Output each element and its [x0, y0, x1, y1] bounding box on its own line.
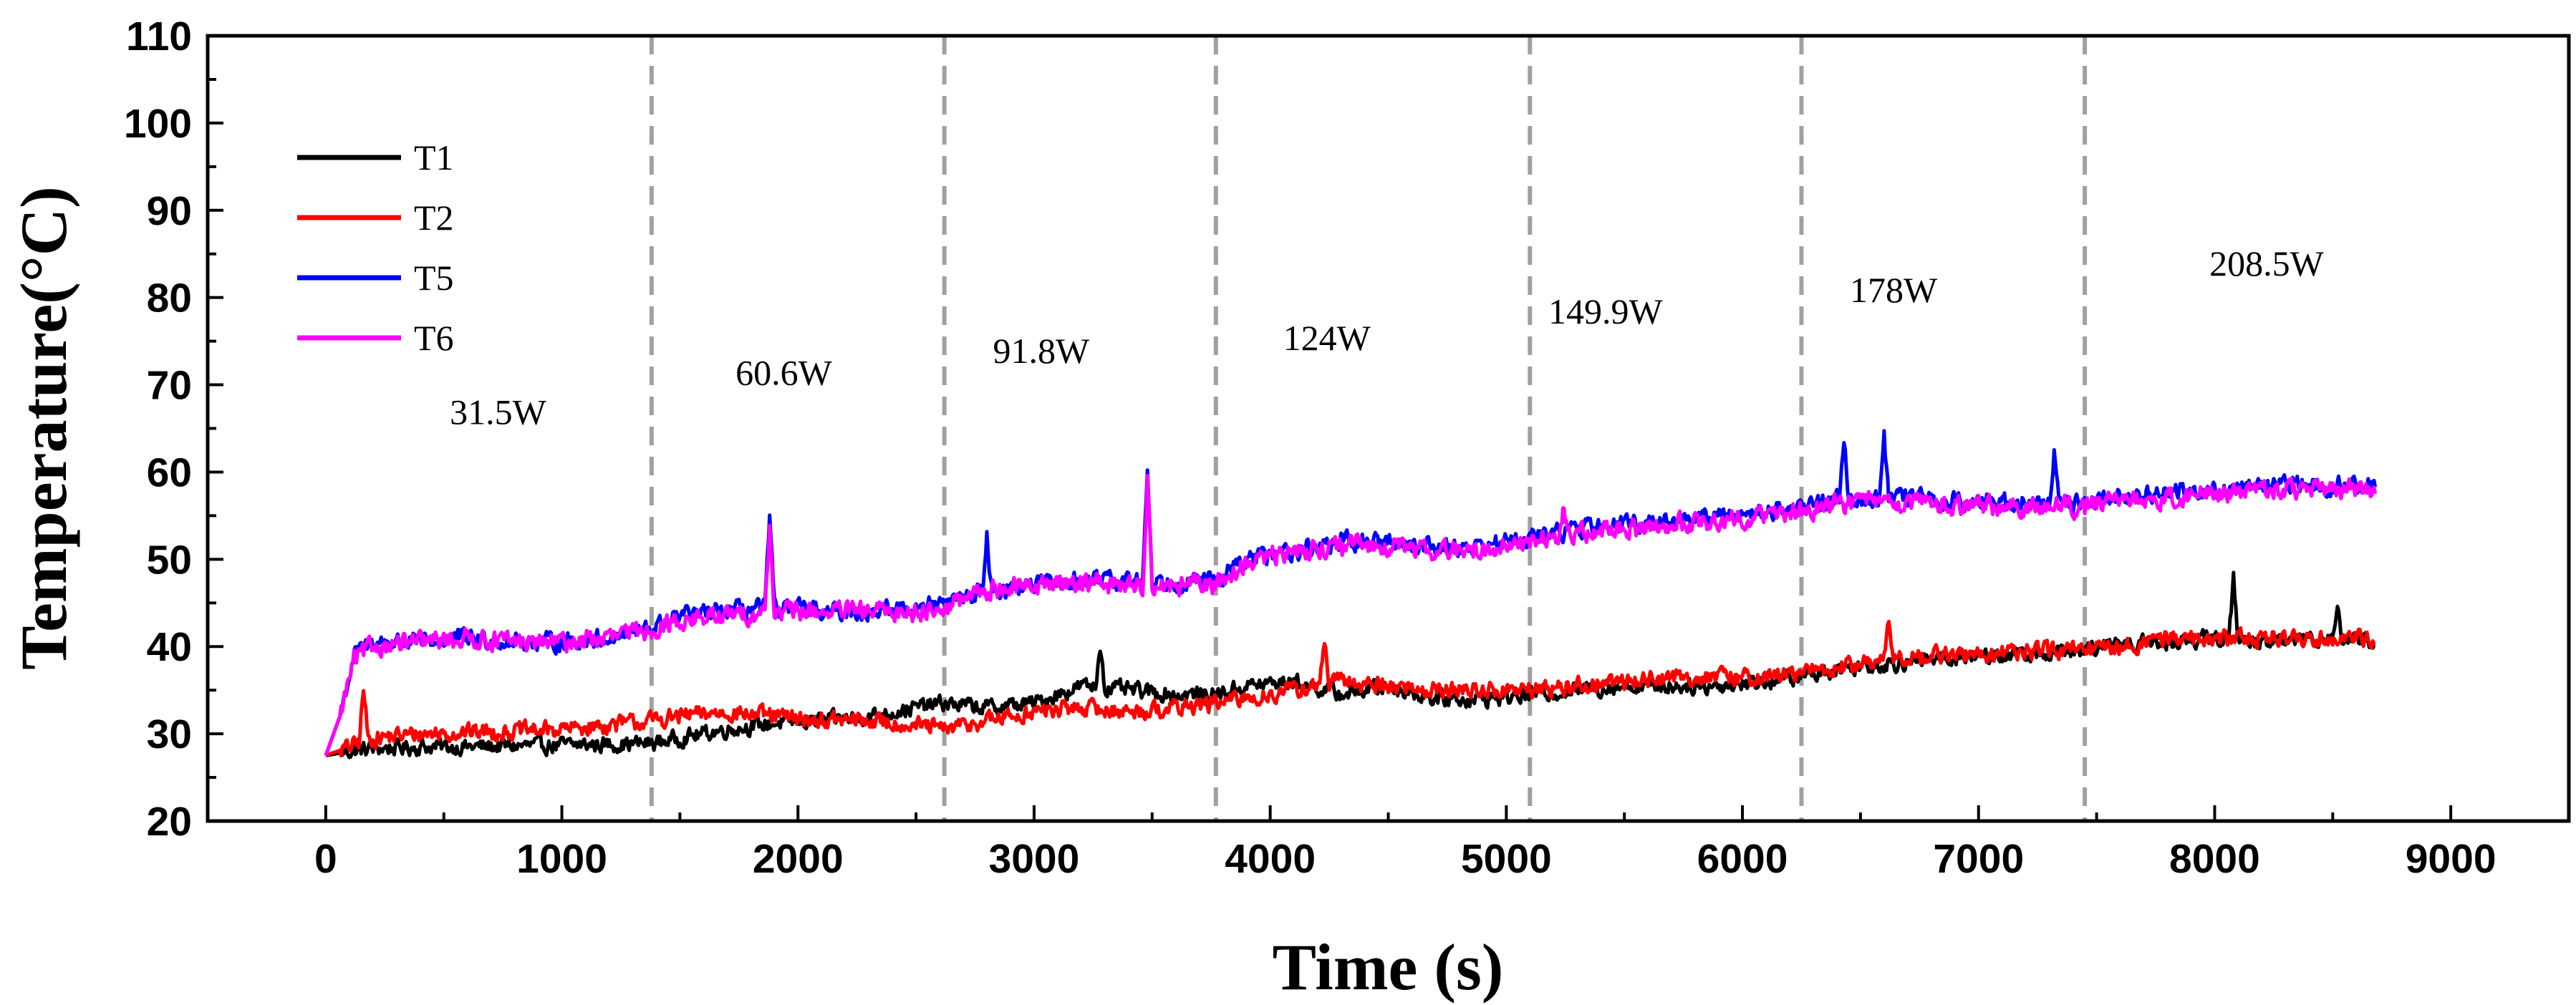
power-annotations: 31.5W 60.6W 91.8W 124W 149.9W 178W 208.5W	[450, 243, 2324, 432]
y-tick-label: 30	[147, 712, 192, 757]
legend-label-t2: T2	[414, 198, 454, 238]
power-label: 31.5W	[450, 392, 547, 432]
power-label: 149.9W	[1548, 291, 1664, 331]
y-tick-label: 80	[147, 276, 192, 321]
power-label: 60.6W	[735, 353, 833, 393]
series-line-t6	[324, 474, 2378, 757]
series-line-t5	[324, 429, 2378, 757]
y-tick-label: 100	[124, 101, 192, 147]
x-tick-label: 7000	[1933, 836, 2024, 882]
x-tick-label: 4000	[1225, 836, 1316, 882]
legend: T1 T2 T5 T6	[297, 137, 454, 358]
x-tick-label: 1000	[516, 836, 607, 882]
power-label: 178W	[1850, 270, 1938, 310]
legend-label-t1: T1	[414, 137, 454, 178]
x-tick-label: 3000	[989, 836, 1080, 882]
y-tick-label: 90	[147, 188, 192, 234]
x-tick-label: 8000	[2169, 836, 2260, 882]
series-line-t1	[325, 571, 2376, 759]
x-axis-title: Time (s)	[1273, 931, 1504, 1004]
y-tick-label: 70	[147, 363, 192, 409]
y-tick-label: 40	[147, 624, 192, 670]
y-tick-label: 110	[126, 14, 192, 59]
x-tick-label: 9000	[2406, 836, 2497, 882]
x-tick-label: 0	[314, 836, 337, 882]
y-tick-label: 50	[147, 537, 192, 583]
power-label: 124W	[1283, 318, 1371, 358]
x-tick-label: 5000	[1461, 836, 1552, 882]
power-label: 91.8W	[993, 331, 1090, 371]
y-axis-title: Temperature(°C)	[7, 186, 80, 670]
x-axis-ticks: 0 1000 2000 3000 4000 5000 6000 7000 8000 9000	[314, 805, 2497, 882]
power-divider-lines	[649, 36, 2088, 821]
series-lines	[324, 429, 2378, 759]
y-tick-label: 20	[147, 799, 192, 845]
plot-frame	[206, 34, 2571, 823]
y-axis-ticks: 20 30 40 50 60 70 80 90 100 110	[124, 14, 223, 845]
x-tick-label: 6000	[1697, 836, 1788, 882]
legend-label-t5: T5	[414, 258, 454, 298]
legend-label-t6: T6	[414, 318, 454, 358]
power-label: 208.5W	[2209, 243, 2325, 283]
series-line-t2	[325, 619, 2376, 758]
x-tick-label: 2000	[753, 836, 844, 882]
y-tick-label: 60	[147, 450, 192, 495]
